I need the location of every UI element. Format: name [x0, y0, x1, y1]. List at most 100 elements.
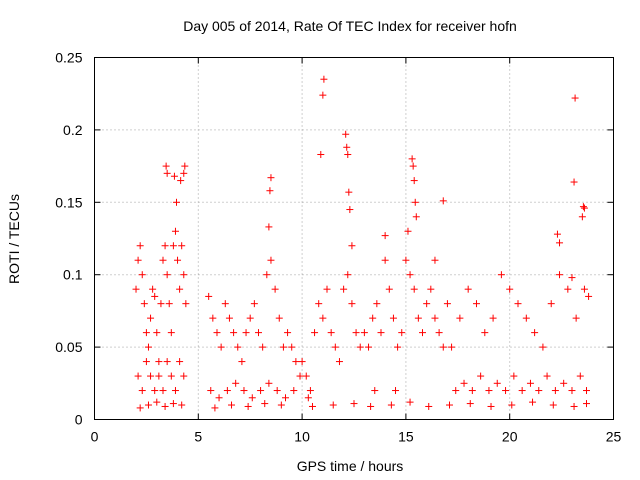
data-point [215, 394, 223, 402]
data-point [171, 227, 179, 235]
data-point [167, 372, 175, 380]
data-point [169, 242, 177, 250]
data-point [568, 387, 576, 395]
data-point [329, 401, 337, 409]
data-point [163, 271, 171, 279]
data-point [497, 271, 505, 279]
data-point [298, 358, 306, 366]
data-point [356, 343, 364, 351]
data-point [180, 169, 188, 177]
data-point [553, 230, 561, 238]
data-point [389, 314, 397, 322]
data-point [508, 401, 516, 409]
data-point [323, 285, 331, 293]
data-point [568, 274, 576, 282]
data-point [556, 239, 564, 247]
data-point [169, 400, 177, 408]
data-point [138, 271, 146, 279]
data-point [296, 372, 304, 380]
data-point [502, 387, 510, 395]
data-point [408, 155, 416, 163]
data-point [570, 402, 578, 410]
data-point [277, 401, 285, 409]
grid-lines [94, 57, 614, 420]
data-point [174, 256, 182, 264]
data-point [176, 285, 184, 293]
data-point [443, 300, 451, 308]
data-point [265, 223, 273, 231]
data-point [456, 314, 464, 322]
data-point [302, 372, 310, 380]
data-point [576, 372, 584, 380]
data-point [173, 198, 181, 206]
data-point [373, 300, 381, 308]
data-point [211, 404, 219, 412]
data-point [319, 314, 327, 322]
data-point [468, 387, 476, 395]
data-point [489, 314, 497, 322]
data-point [248, 394, 256, 402]
data-point [531, 329, 539, 337]
data-point [134, 372, 142, 380]
data-point [271, 285, 279, 293]
data-point [266, 187, 274, 195]
data-point [411, 198, 419, 206]
data-point [342, 130, 350, 138]
data-point [144, 343, 152, 351]
data-point [284, 329, 292, 337]
data-point [350, 400, 358, 408]
data-point [344, 151, 352, 159]
data-point [147, 314, 155, 322]
data-point [225, 314, 233, 322]
data-point [570, 178, 578, 186]
data-point [472, 300, 480, 308]
data-point [345, 188, 353, 196]
data-point [242, 329, 250, 337]
data-point [319, 91, 327, 99]
data-point [412, 213, 420, 221]
x-tick-label: 5 [194, 429, 202, 445]
data-point [181, 162, 189, 170]
data-point [460, 379, 468, 387]
data-point [348, 300, 356, 308]
y-axis-label: ROTI / TECUs [6, 194, 22, 284]
data-point [414, 314, 422, 322]
data-point [149, 285, 157, 293]
data-point [560, 379, 568, 387]
data-point [273, 387, 281, 395]
data-point [308, 402, 316, 410]
data-point [485, 387, 493, 395]
data-point [290, 387, 298, 395]
data-point [132, 285, 140, 293]
data-point [448, 343, 456, 351]
data-point [549, 401, 557, 409]
data-point [402, 256, 410, 264]
data-point [425, 402, 433, 410]
data-point [142, 329, 150, 337]
y-tick-label: 0.25 [55, 50, 82, 66]
data-point [346, 206, 354, 214]
data-point [419, 329, 427, 337]
data-point [514, 300, 522, 308]
data-point [267, 174, 275, 182]
data-point [170, 172, 178, 180]
data-point [464, 285, 472, 293]
data-point [352, 329, 360, 337]
data-point [439, 343, 447, 351]
x-tick-label: 10 [294, 429, 310, 445]
data-point [177, 177, 185, 185]
data-point [281, 394, 289, 402]
data-point [556, 271, 564, 279]
data-point [493, 379, 501, 387]
plot-area-border [94, 57, 614, 420]
data-point [232, 379, 240, 387]
data-point [526, 379, 534, 387]
data-point [535, 387, 543, 395]
data-point [217, 343, 225, 351]
data-point [165, 300, 173, 308]
data-point [178, 401, 186, 409]
y-tick-label: 0 [75, 412, 83, 428]
data-point [180, 372, 188, 380]
data-point [406, 398, 414, 406]
data-point [317, 151, 325, 159]
